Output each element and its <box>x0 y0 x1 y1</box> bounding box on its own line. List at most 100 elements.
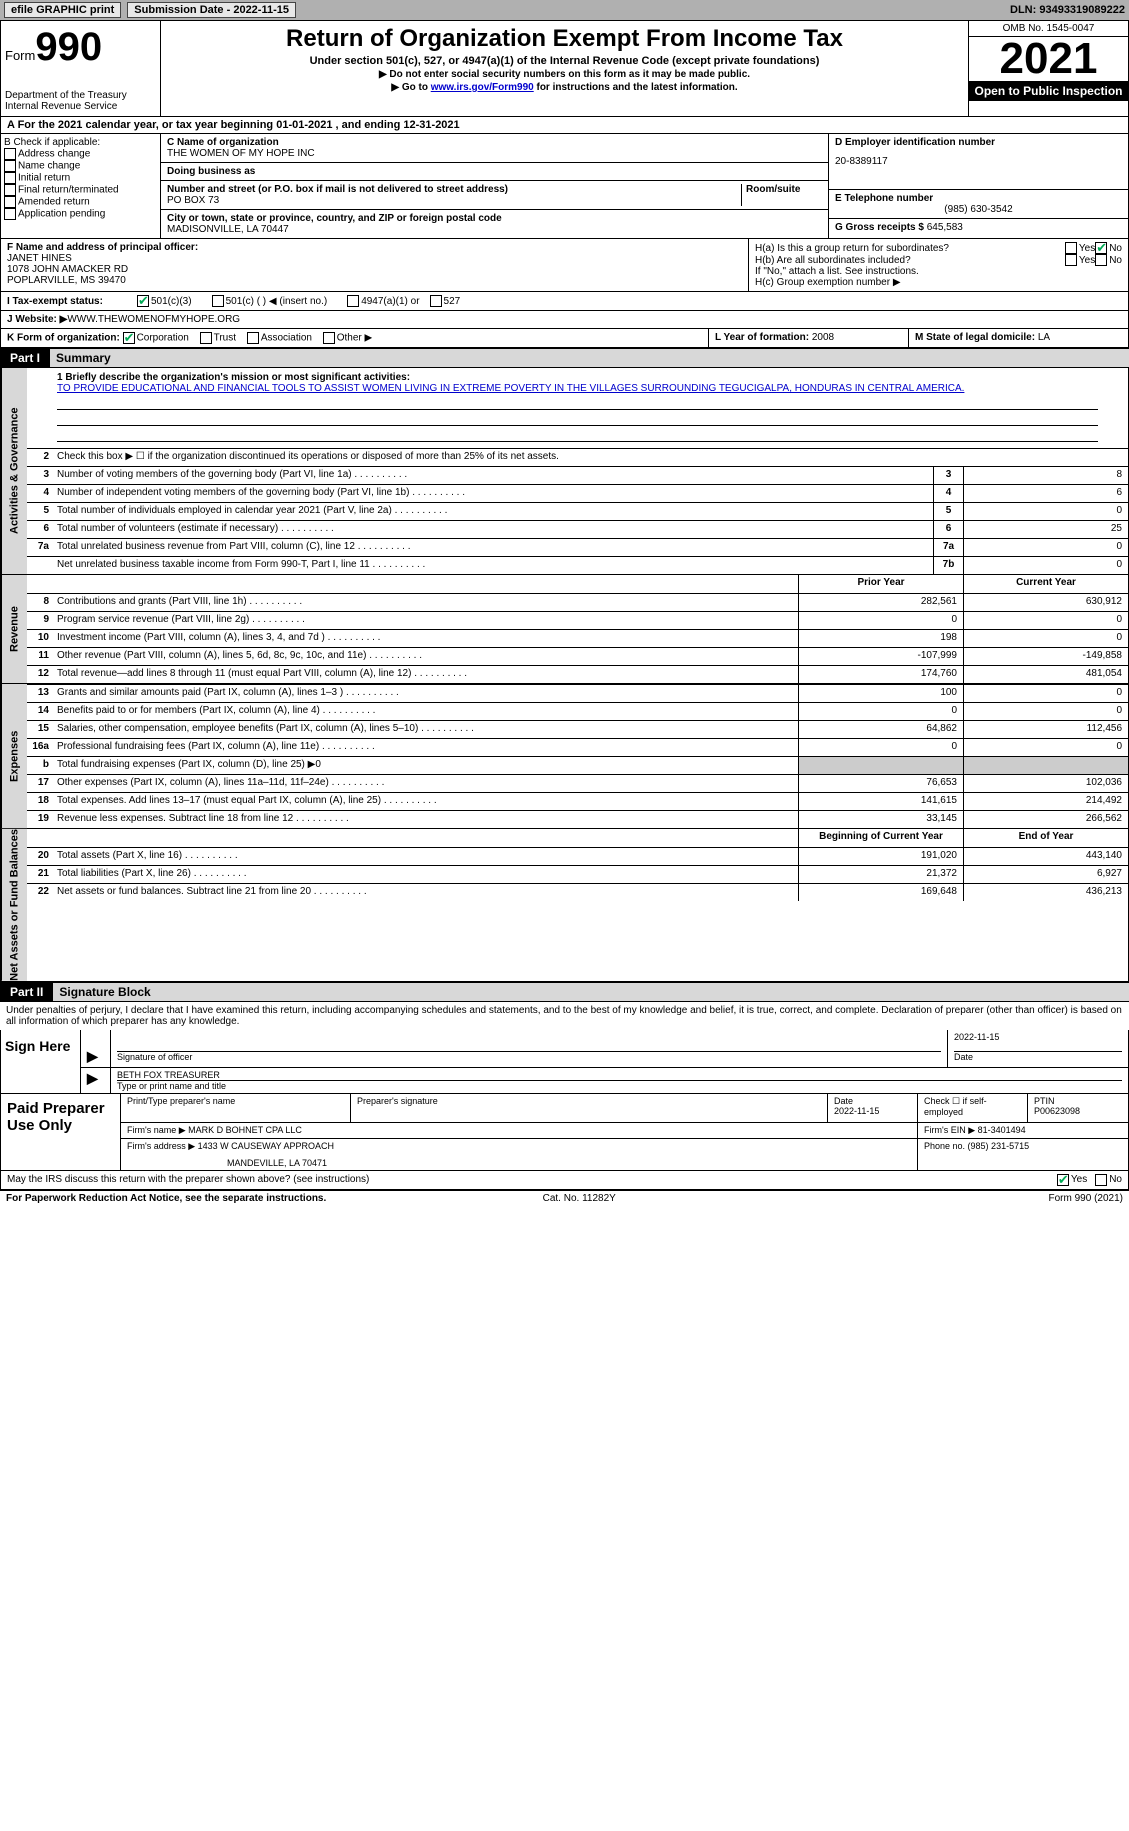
chk-501c[interactable] <box>212 295 224 307</box>
section-bcde: B Check if applicable: Address change Na… <box>0 134 1129 239</box>
footer: For Paperwork Reduction Act Notice, see … <box>0 1190 1129 1206</box>
efile-print-button[interactable]: efile GRAPHIC print <box>4 2 121 18</box>
submission-date-button[interactable]: Submission Date - 2022-11-15 <box>127 2 296 18</box>
summary-line: 18 Total expenses. Add lines 13–17 (must… <box>27 792 1128 810</box>
ln2-text: Check this box ▶ ☐ if the organization d… <box>53 449 1128 466</box>
chk-app-pending[interactable] <box>4 208 16 220</box>
lbl-name-change: Name change <box>18 161 80 172</box>
form-number: Form990 <box>5 25 156 70</box>
line-num: 22 <box>27 884 53 901</box>
chk-corp[interactable] <box>123 332 135 344</box>
summary-line: 7a Total unrelated business revenue from… <box>27 538 1128 556</box>
mission-label: 1 Briefly describe the organization's mi… <box>57 372 1098 383</box>
summary-line: 19 Revenue less expenses. Subtract line … <box>27 810 1128 828</box>
firm-addr: 1433 W CAUSEWAY APPROACH <box>198 1141 334 1151</box>
tel-value: (985) 630-3542 <box>835 204 1122 215</box>
summary-line: 6 Total number of volunteers (estimate i… <box>27 520 1128 538</box>
chk-initial-return[interactable] <box>4 172 16 184</box>
line-num: 8 <box>27 594 53 611</box>
chk-501c3[interactable] <box>137 295 149 307</box>
col-de: D Employer identification number 20-8389… <box>828 134 1128 238</box>
col-b: B Check if applicable: Address change Na… <box>1 134 161 238</box>
irs-link[interactable]: www.irs.gov/Form990 <box>431 82 534 93</box>
chk-final-return[interactable] <box>4 184 16 196</box>
prep-name-label: Print/Type preparer's name <box>127 1096 344 1106</box>
chk-ha-yes[interactable] <box>1065 242 1077 254</box>
line-beginning-year: 191,020 <box>798 848 963 865</box>
line-text: Total expenses. Add lines 13–17 (must eq… <box>53 793 798 810</box>
ptin-label: PTIN <box>1034 1096 1122 1106</box>
net-assets-block: Net Assets or Fund Balances Beginning of… <box>0 829 1129 982</box>
state-domicile: LA <box>1038 332 1050 343</box>
chk-hb-yes[interactable] <box>1065 254 1077 266</box>
line-prior-year: 0 <box>798 612 963 629</box>
line-num: 15 <box>27 721 53 738</box>
line-num: 10 <box>27 630 53 647</box>
chk-other[interactable] <box>323 332 335 344</box>
discuss-text: May the IRS discuss this return with the… <box>7 1174 1057 1185</box>
cell-ein: D Employer identification number 20-8389… <box>829 134 1128 190</box>
line-text: Investment income (Part VIII, column (A)… <box>53 630 798 647</box>
line-current-year: 0 <box>963 703 1128 720</box>
opt-trust: Trust <box>214 333 236 344</box>
line-text: Total revenue—add lines 8 through 11 (mu… <box>53 666 798 683</box>
col-k: K Form of organization: Corporation Trus… <box>1 329 708 347</box>
col-m: M State of legal domicile: LA <box>908 329 1128 347</box>
hb-note: If "No," attach a list. See instructions… <box>755 266 1122 277</box>
line-value: 8 <box>963 467 1128 484</box>
chk-4947[interactable] <box>347 295 359 307</box>
line-current-year: 481,054 <box>963 666 1128 683</box>
line-prior-year: 0 <box>798 739 963 756</box>
chk-assoc[interactable] <box>247 332 259 344</box>
submission-date-value: 2022-11-15 <box>233 4 289 16</box>
opt-assoc: Association <box>261 333 312 344</box>
paid-preparer-label: Paid Preparer Use Only <box>1 1094 121 1170</box>
na-body: Beginning of Current Year End of Year 20… <box>27 829 1128 981</box>
line-num: 16a <box>27 739 53 756</box>
line-num: 20 <box>27 848 53 865</box>
dln-label: DLN: <box>1010 4 1039 16</box>
opt-501c: 501(c) ( ) ◀ (insert no.) <box>226 296 328 307</box>
officer-label: F Name and address of principal officer: <box>7 242 742 253</box>
line-num: b <box>27 757 53 774</box>
line-end-year: 6,927 <box>963 866 1128 883</box>
form-note-2: ▶ Go to www.irs.gov/Form990 for instruct… <box>169 82 960 93</box>
line-text: Other expenses (Part IX, column (A), lin… <box>53 775 798 792</box>
year-formation-label: L Year of formation: <box>715 332 812 343</box>
chk-address-change[interactable] <box>4 148 16 160</box>
line-current-year: 630,912 <box>963 594 1128 611</box>
part-ii-badge: Part II <box>0 983 53 1001</box>
chk-discuss-no[interactable] <box>1095 1174 1107 1186</box>
website-label: J Website: ▶ <box>7 314 67 325</box>
chk-amended[interactable] <box>4 196 16 208</box>
col-f: F Name and address of principal officer:… <box>1 239 748 291</box>
part-i-badge: Part I <box>0 349 50 367</box>
line-num: 19 <box>27 811 53 828</box>
hc-label: H(c) Group exemption number ▶ <box>755 277 1122 288</box>
chk-527[interactable] <box>430 295 442 307</box>
summary-line: 10 Investment income (Part VIII, column … <box>27 629 1128 647</box>
line-num: 5 <box>27 503 53 520</box>
officer-addr2: POPLARVILLE, MS 39470 <box>7 275 742 286</box>
chk-ha-no[interactable] <box>1095 242 1107 254</box>
summary-line: Net unrelated business taxable income fr… <box>27 556 1128 574</box>
opt-corp: Corporation <box>137 333 189 344</box>
line-text: Total assets (Part X, line 16) <box>53 848 798 865</box>
chk-hb-no[interactable] <box>1095 254 1107 266</box>
col-prior-year: Prior Year <box>798 575 963 593</box>
line-prior-year: 0 <box>798 703 963 720</box>
discuss-row: May the IRS discuss this return with the… <box>0 1171 1129 1190</box>
chk-discuss-yes[interactable] <box>1057 1174 1069 1186</box>
row-a-mid: , and ending <box>336 119 404 131</box>
line-text: Program service revenue (Part VIII, line… <box>53 612 798 629</box>
form-word: Form <box>5 48 35 63</box>
chk-name-change[interactable] <box>4 160 16 172</box>
org-name-label: C Name of organization <box>167 137 279 148</box>
line-text: Number of voting members of the governin… <box>53 467 933 484</box>
chk-trust[interactable] <box>200 332 212 344</box>
line-num: 13 <box>27 685 53 702</box>
na-spacer <box>27 829 53 847</box>
b-spacer <box>27 575 53 593</box>
form-num: 990 <box>35 25 102 69</box>
org-name: THE WOMEN OF MY HOPE INC <box>167 148 822 159</box>
